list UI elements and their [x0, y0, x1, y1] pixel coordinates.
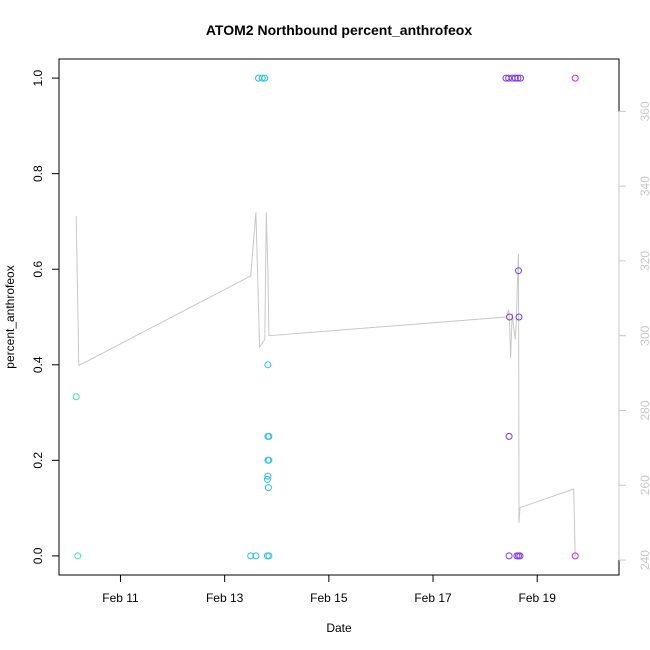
y-axis: 0.0 0.2 0.4 0.6 0.8 1.0 [31, 69, 60, 564]
data-point [517, 74, 524, 82]
x-axis: Feb 11 Feb 13 Feb 15 Feb 17 Feb 19 [102, 574, 557, 605]
data-point [506, 313, 514, 321]
series-line [75, 212, 576, 557]
y-tick-label: 0.0 [31, 547, 45, 564]
data-point [264, 361, 272, 369]
data-point [571, 74, 579, 82]
data-point [505, 74, 513, 82]
data-point [263, 475, 271, 483]
points-layer [72, 74, 579, 560]
plot-frame [58, 58, 620, 576]
data-point [74, 552, 82, 560]
chart-title: ATOM2 Northbound percent_anthrofeox [206, 22, 472, 38]
data-point [247, 552, 255, 560]
x-tick-label: Feb 13 [206, 591, 244, 605]
x-axis-label: Date [326, 621, 352, 635]
data-point [505, 432, 513, 440]
data-point [72, 393, 80, 401]
data-point [265, 432, 273, 440]
y2-tick-label: 300 [638, 325, 650, 345]
data-point [265, 456, 273, 464]
y-tick-label: 0.8 [31, 165, 45, 182]
y-tick-label: 0.6 [31, 261, 45, 278]
y2-tick-label: 240 [638, 550, 650, 570]
y2-tick-label: 340 [638, 176, 650, 196]
data-point [252, 552, 260, 560]
data-point [265, 552, 273, 560]
x-tick-label: Feb 11 [102, 591, 139, 605]
data-point [264, 484, 272, 492]
series-line-layer [75, 212, 576, 557]
x-tick-label: Feb 15 [310, 591, 348, 605]
y-axis-label: percent_anthrofeox [3, 265, 17, 368]
data-point [505, 552, 513, 560]
y2-tick-label: 320 [638, 251, 650, 271]
y2-axis: 240 260 280 300 320 340 360 [618, 101, 650, 570]
y-tick-label: 0.2 [31, 452, 45, 469]
data-point [516, 552, 524, 560]
data-point [515, 267, 522, 275]
data-point [515, 313, 523, 321]
x-tick-label: Feb 19 [519, 591, 557, 605]
x-tick-label: Feb 17 [414, 591, 452, 605]
y-tick-label: 1.0 [31, 69, 45, 86]
y2-tick-label: 260 [638, 475, 650, 495]
y-tick-label: 0.4 [31, 356, 45, 373]
data-point [514, 74, 522, 82]
y2-tick-label: 280 [638, 400, 650, 420]
data-point [511, 74, 519, 82]
data-point [571, 552, 579, 560]
data-point [264, 472, 272, 480]
data-point [258, 74, 266, 82]
data-point [261, 74, 269, 82]
y2-tick-label: 360 [638, 101, 650, 121]
